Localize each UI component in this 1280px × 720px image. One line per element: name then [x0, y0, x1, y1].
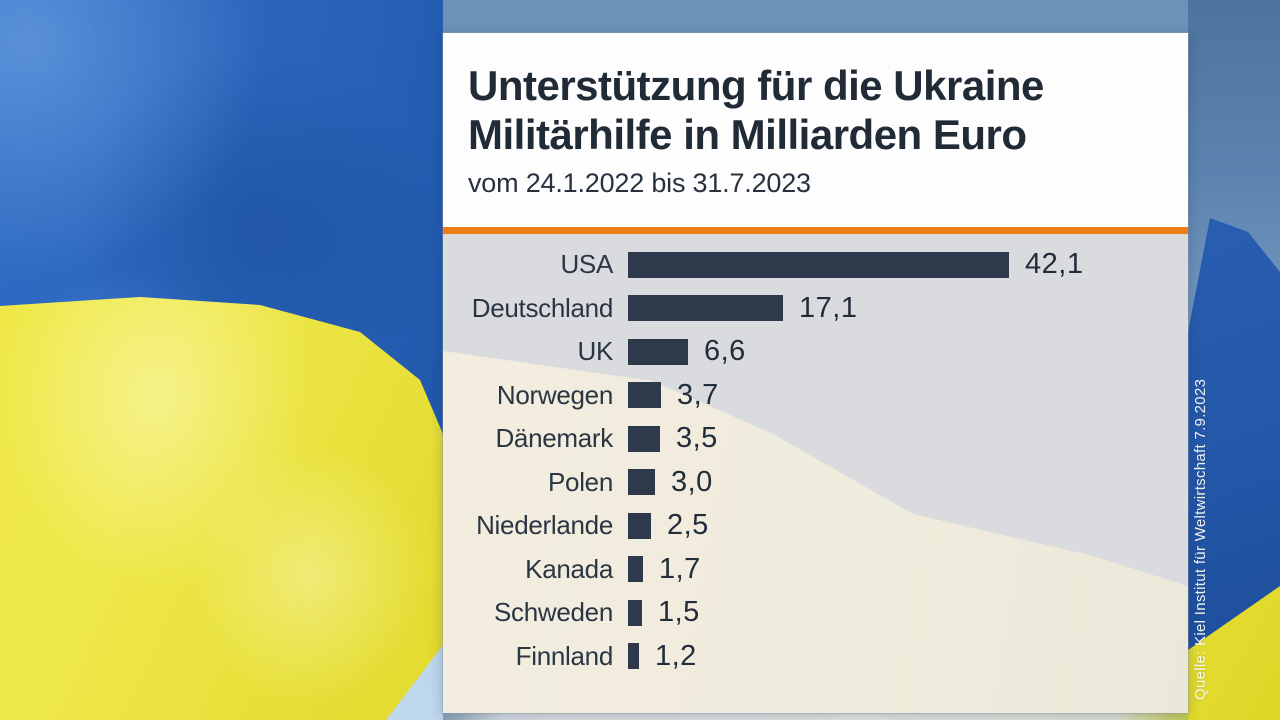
bar	[628, 643, 639, 670]
bar-value: 2,5	[667, 509, 709, 542]
bar	[628, 599, 642, 626]
chart-title-line2: Militärhilfe in Milliarden Euro	[468, 111, 1027, 158]
bar-value: 1,7	[659, 552, 701, 585]
bar-value: 1,2	[655, 639, 697, 672]
bar-row: UK 6,6	[445, 330, 1188, 374]
chart-title-line1: Unterstützung für die Ukraine	[468, 62, 1044, 109]
bar-row: USA 42,1	[445, 243, 1188, 287]
bar-label: Niederlande	[476, 510, 613, 541]
bar	[628, 338, 688, 365]
ukraine-flag-yellow-left	[0, 297, 443, 720]
bar	[628, 469, 655, 496]
accent-divider	[443, 227, 1188, 234]
bar	[628, 556, 643, 583]
chart-panel: Unterstützung für die Ukraine Militärhil…	[443, 33, 1188, 713]
bar-row: Schweden 1,5	[445, 591, 1188, 635]
bar-label: Norwegen	[496, 379, 613, 410]
bar-value: 3,5	[676, 422, 718, 455]
bar-value: 1,5	[658, 596, 700, 629]
bar-row: Polen 3,0	[445, 461, 1188, 505]
bar-label: Dänemark	[495, 423, 613, 454]
bar-row: Finnland 1,2	[445, 635, 1188, 679]
chart-area: USA 42,1 Deutschland 17,1 UK 6,6 Norwegen 3,7 Dä…	[443, 234, 1188, 713]
bar-label: UK	[577, 336, 613, 367]
bar-value: 42,1	[1025, 248, 1084, 281]
bar-label: Schweden	[493, 597, 613, 628]
bar-row: Niederlande 2,5	[445, 504, 1188, 548]
bar-value: 3,0	[671, 465, 713, 498]
bar-label: Kanada	[525, 553, 613, 584]
bar-label: Finnland	[515, 640, 614, 671]
bar	[628, 425, 660, 452]
bar-label: USA	[560, 249, 613, 280]
bar-label: Polen	[548, 466, 613, 497]
bar-row: Dänemark 3,5	[445, 417, 1188, 461]
chart-header: Unterstützung für die Ukraine Militärhil…	[443, 33, 1188, 227]
bar	[628, 382, 661, 409]
bar	[628, 512, 651, 539]
ukraine-flag-blue-right	[1188, 218, 1280, 652]
chart-title: Unterstützung für die Ukraine Militärhil…	[468, 61, 1188, 159]
bar-rows: USA 42,1 Deutschland 17,1 UK 6,6 Norwegen 3,7 Dä…	[443, 234, 1188, 678]
bar-value: 17,1	[799, 291, 858, 324]
panel-bottom-edge	[443, 712, 1188, 720]
chart-subtitle: vom 24.1.2022 bis 31.7.2023	[468, 168, 811, 198]
bar-row: Deutschland 17,1	[445, 287, 1188, 331]
source-credit: Quelle: Kiel Institut für Weltwirtschaft…	[1192, 378, 1209, 700]
bar-value: 6,6	[704, 335, 746, 368]
bar-label: Deutschland	[471, 292, 614, 323]
bar-row: Norwegen 3,7	[445, 374, 1188, 418]
bar-value: 3,7	[677, 378, 719, 411]
bar	[628, 295, 783, 322]
bar	[628, 251, 1009, 278]
bar-row: Kanada 1,7	[445, 548, 1188, 592]
